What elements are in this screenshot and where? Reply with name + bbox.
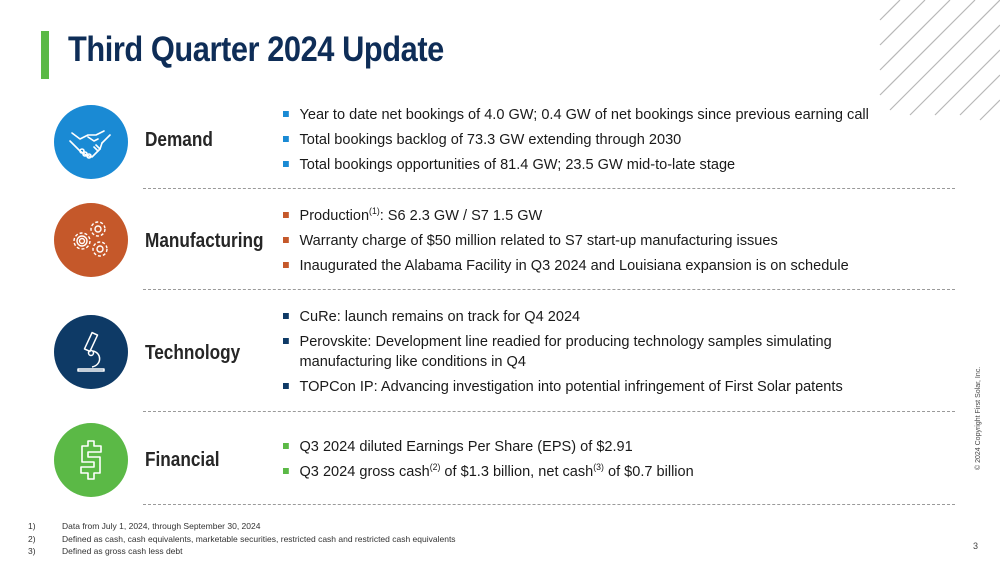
bullet-text: TOPCon IP: Advancing investigation into … (299, 378, 843, 395)
bullet-item: Year to date net bookings of 4.0 GW; 0.4… (283, 105, 869, 125)
dollar-icon (80, 440, 102, 480)
technology-bullet-list: CuRe: launch remains on track for Q4 202… (283, 307, 900, 402)
footnote-ref: (2) (429, 462, 441, 472)
section-divider (143, 411, 955, 412)
footnote-number: 3) (28, 546, 36, 556)
bullet-text: Total bookings backlog of 73.3 GW extend… (299, 131, 682, 148)
bullet-text: : S6 2.3 GW / S7 1.5 GW (379, 207, 543, 224)
bullet-item: TOPCon IP: Advancing investigation into … (283, 377, 881, 397)
bullet-marker (283, 313, 289, 319)
footnote-text: Defined as gross cash less debt (62, 546, 183, 556)
bullet-marker (283, 136, 289, 142)
footnote-number: 2) (28, 533, 36, 544)
footnote-text: Defined as cash, cash equivalents, marke… (62, 533, 456, 544)
bullet-item: Total bookings opportunities of 81.4 GW;… (283, 155, 869, 175)
section-divider (143, 504, 955, 505)
footnote-number: 1) (28, 521, 36, 531)
bullet-text: of $1.3 billion, net cash (440, 463, 594, 480)
bullet-marker (283, 443, 289, 449)
section-divider (143, 188, 955, 189)
section-label-manufacturing: Manufacturing (145, 230, 264, 252)
section-divider (143, 289, 955, 290)
bullet-item: Warranty charge of $50 million related t… (283, 231, 849, 251)
bullet-marker (283, 383, 289, 389)
handshake-icon (69, 130, 111, 159)
bullet-text: Inaugurated the Alabama Facility in Q3 2… (299, 257, 849, 274)
bullet-text: Q3 2024 diluted Earnings Per Share (EPS)… (299, 438, 633, 455)
bullet-marker (283, 338, 289, 344)
financial-icon-circle (54, 423, 128, 497)
microscope-icon (77, 331, 105, 372)
bullet-text: of $0.7 billion (603, 463, 694, 480)
bullet-item: Inaugurated the Alabama Facility in Q3 2… (283, 256, 849, 276)
page-title: Third Quarter 2024 Update (68, 30, 444, 69)
bullet-item: Q3 2024 diluted Earnings Per Share (EPS)… (283, 437, 694, 457)
bullet-marker (283, 161, 289, 167)
bullet-item: Q3 2024 gross cash(2) of $1.3 billion, n… (283, 462, 694, 482)
bullet-marker (283, 468, 289, 474)
footnote: 3) Defined as gross cash less debt (28, 545, 456, 558)
bullet-text: Warranty charge of $50 million related t… (299, 232, 778, 249)
bullet-marker (283, 262, 289, 268)
bullet-text: Production (299, 207, 370, 224)
demand-bullet-list: Year to date net bookings of 4.0 GW; 0.4… (283, 105, 887, 180)
bullet-text: Total bookings opportunities of 81.4 GW;… (299, 156, 736, 173)
copyright: © 2024 Copyright First Solar, Inc. (975, 366, 982, 470)
title-accent-bar (41, 31, 49, 79)
bullet-text: Year to date net bookings of 4.0 GW; 0.4… (299, 106, 869, 123)
section-label-technology: Technology (145, 342, 241, 364)
manufacturing-icon-circle (54, 203, 128, 277)
gears-icon (73, 221, 108, 257)
technology-icon-circle (54, 315, 128, 389)
footnote-ref: (1) (369, 206, 380, 216)
bullet-marker (283, 212, 289, 218)
bullet-item: CuRe: launch remains on track for Q4 202… (283, 307, 881, 327)
bullet-text: Q3 2024 gross cash (299, 463, 430, 480)
manufacturing-bullet-list: Production(1): S6 2.3 GW / S7 1.5 GW War… (283, 206, 866, 281)
bullet-marker (283, 237, 289, 243)
section-label-financial: Financial (145, 449, 220, 471)
bullet-marker (283, 111, 289, 117)
bullet-item: Total bookings backlog of 73.3 GW extend… (283, 130, 869, 150)
financial-bullet-list: Q3 2024 diluted Earnings Per Share (EPS)… (283, 437, 706, 487)
bullet-text: CuRe: launch remains on track for Q4 202… (299, 308, 581, 325)
section-label-demand: Demand (145, 129, 213, 151)
bullet-text: Perovskite: Development line readied for… (299, 333, 832, 370)
demand-icon-circle (54, 105, 128, 179)
bullet-item: Production(1): S6 2.3 GW / S7 1.5 GW (283, 206, 849, 226)
footnotes: 1) Data from July 1, 2024, through Septem… (28, 520, 456, 558)
footnote-ref: (3) (593, 462, 604, 472)
bullet-item: Perovskite: Development line readied for… (283, 332, 881, 372)
page-number: 3 (973, 541, 979, 551)
footnote: 1) Data from July 1, 2024, through Septem… (28, 520, 456, 533)
footnote: 2) Defined as cash, cash equivalents, mar… (28, 533, 456, 546)
footnote-text: Data from July 1, 2024, through Septembe… (62, 521, 261, 531)
